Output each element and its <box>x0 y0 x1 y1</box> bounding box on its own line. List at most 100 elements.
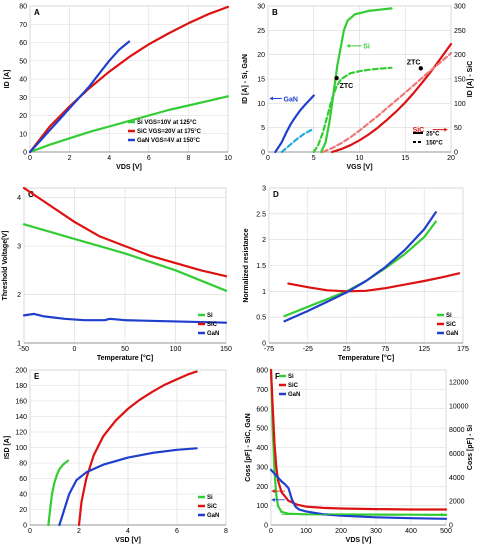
temp-legend-label: 25°C <box>426 132 440 138</box>
y-tick-label: 0 <box>261 150 265 157</box>
y-tick-label: 200 <box>256 484 268 491</box>
panel-f: 0 100 200 300 400 500010020030040050060070080… <box>245 368 474 545</box>
ztc-point <box>418 66 424 71</box>
panel-label: D <box>273 190 279 199</box>
x-tick-label: 50 <box>121 346 129 353</box>
x-tick-label: 0 <box>266 155 270 162</box>
legend-label: Si <box>288 374 294 380</box>
y2-tick-label: 0 <box>454 150 458 157</box>
series-line-sic <box>28 5 230 154</box>
series-line-sic <box>22 186 228 278</box>
series-line-gan <box>28 40 131 154</box>
series-line-gan <box>22 312 228 324</box>
y-tick-label: 20 <box>19 507 27 514</box>
y2-tick-label: 4000 <box>449 475 465 482</box>
y-tick-label: 0.5 <box>256 315 266 322</box>
panel-b: 0 5 10 15 20051015202530050100150200250300BV… <box>242 4 474 172</box>
y-tick-label: 400 <box>256 445 268 452</box>
panel-label: F <box>275 372 280 381</box>
series-label: Si <box>363 43 370 50</box>
legend-label: GaN <box>207 331 219 337</box>
series-line-sic <box>287 272 461 293</box>
x-axis-label: Temperature [°C] <box>97 354 153 362</box>
x-tick-label: 8 <box>186 155 190 162</box>
y-axis-label: ID [A] - Si, GaN <box>242 54 249 104</box>
y-tick-label: 20 <box>257 52 265 59</box>
y-axis-label: Normalized resistance <box>243 228 250 302</box>
x-tick-label: 0 <box>28 528 32 535</box>
x-axis-label: VDS [V] <box>116 164 142 171</box>
legend-label: GaN <box>207 513 219 519</box>
x-tick-label: -25 <box>303 346 313 353</box>
y-tick-label: 140 <box>15 414 27 421</box>
x-axis-label: Temperature [°C] <box>338 354 394 362</box>
legend-label: SiC <box>207 504 218 510</box>
y-tick-label: 25 <box>257 28 265 35</box>
legend-label: SiC VGS=20V at 175°C <box>137 129 202 135</box>
y2-tick-label: 12000 <box>449 379 469 386</box>
y-tick-label: 300 <box>256 464 268 471</box>
ztc-label: ZTC <box>340 83 354 90</box>
x-tick-label: 5 <box>312 155 316 162</box>
arrow-head <box>269 96 273 101</box>
temp-legend-label: 150°C <box>426 141 443 147</box>
y-tick-label: 2 <box>262 237 266 244</box>
y-tick-label: 700 <box>256 387 268 394</box>
ztc-label: ZTC <box>407 59 421 66</box>
x-tick-label: 25 <box>343 346 351 353</box>
y2-tick-label: 300 <box>454 4 466 11</box>
series-line-gan <box>58 447 198 527</box>
x-tick-label: 400 <box>405 528 417 535</box>
legend-label: GaN <box>446 331 458 337</box>
y-tick-label: 800 <box>256 368 268 375</box>
panel-label: B <box>272 8 278 17</box>
y2-tick-label: 250 <box>454 28 466 35</box>
y-tick-label: 3 <box>262 186 266 193</box>
y-tick-label: 5 <box>261 125 265 132</box>
panel-label: C <box>28 190 34 199</box>
x-tick-label: 4 <box>107 155 111 162</box>
axis-arrow-head <box>271 489 275 494</box>
legend-label: SiC <box>207 322 218 328</box>
y-tick-label: 15 <box>257 77 265 84</box>
y-tick-label: 0 <box>23 523 27 530</box>
x-tick-label: -75 <box>264 346 274 353</box>
y-tick-label: 60 <box>19 476 27 483</box>
y-tick-label: 2 <box>17 292 21 299</box>
series-line-si-cold <box>320 7 393 154</box>
legend-label: SiC <box>446 322 457 328</box>
y-tick-label: 80 <box>19 4 27 11</box>
x-tick-label: 2 <box>68 155 72 162</box>
y2-tick-label: 200 <box>454 52 466 59</box>
y-tick-label: 100 <box>15 445 27 452</box>
x-axis-label: VDS [V] <box>346 537 372 544</box>
y-tick-label: 10 <box>19 131 27 138</box>
x-tick-label: 15 <box>401 155 409 162</box>
legend-label: Si <box>207 495 213 501</box>
y-tick-label: 1 <box>262 289 266 296</box>
x-tick-label: 6 <box>175 528 179 535</box>
axis-arrow-head <box>271 497 275 502</box>
series-label: GaN <box>284 96 298 103</box>
y-tick-label: 80 <box>19 461 27 468</box>
x-tick-label: 0 <box>73 346 77 353</box>
y-tick-label: 20 <box>19 113 27 120</box>
y-tick-label: 180 <box>15 383 27 390</box>
y-tick-label: 70 <box>19 22 27 29</box>
y-tick-label: 2.5 <box>256 211 266 218</box>
series-line-gan-cold <box>274 94 315 154</box>
x-tick-label: 20 <box>447 155 455 162</box>
y2-tick-label: 50 <box>454 125 462 132</box>
series-line-gan <box>283 211 437 323</box>
x-tick-label: 125 <box>418 346 430 353</box>
y-tick-label: 60 <box>19 40 27 47</box>
y2-tick-label: 6000 <box>449 451 465 458</box>
x-tick-label: 0 <box>269 528 273 535</box>
series-line-sic-hot <box>321 52 453 154</box>
y2-tick-label: 8000 <box>449 427 465 434</box>
x-tick-label: 0 <box>28 155 32 162</box>
x-tick-label: 2 <box>77 528 81 535</box>
x-tick-label: 10 <box>224 155 232 162</box>
